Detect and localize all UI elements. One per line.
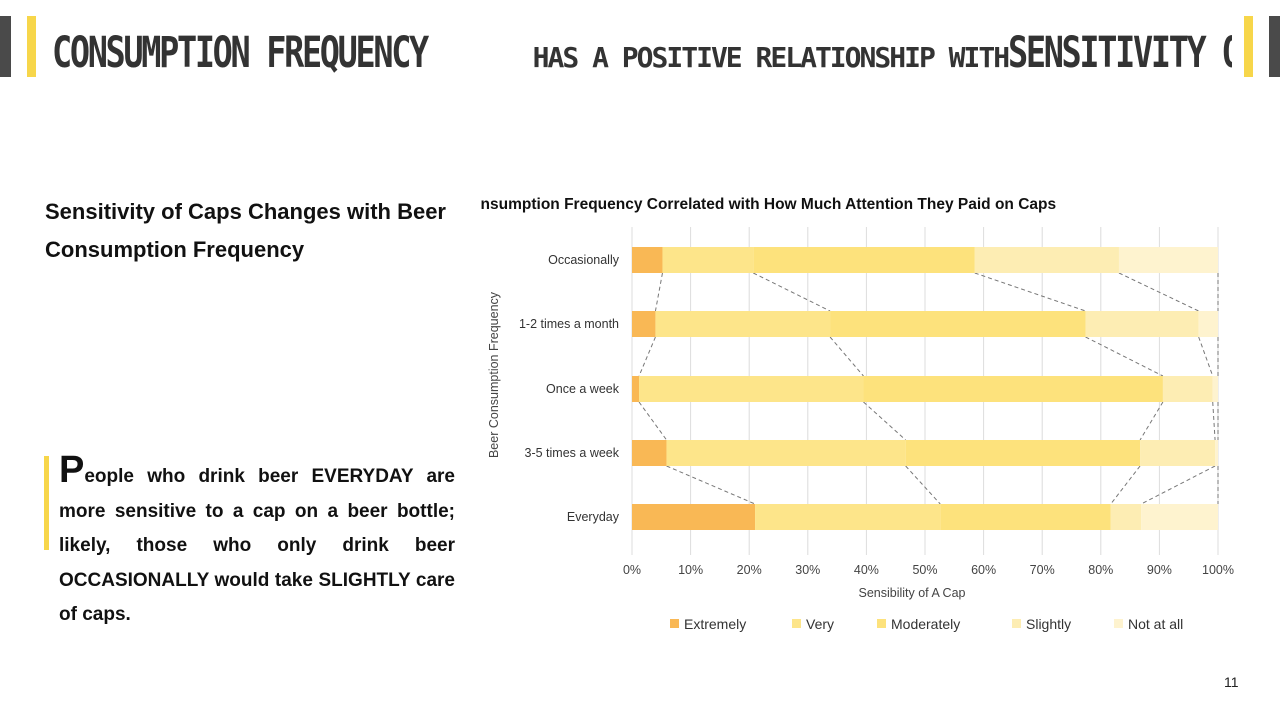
category-label: 1-2 times a month — [519, 317, 619, 331]
bar-segment — [753, 247, 975, 273]
bar-segment — [632, 311, 656, 337]
x-tick-label: 30% — [795, 563, 820, 577]
x-tick-label: 60% — [971, 563, 996, 577]
series-connector-line — [1198, 336, 1214, 377]
legend-label: Not at all — [1128, 616, 1183, 632]
x-tick-label: 10% — [678, 563, 703, 577]
x-tick-label: 0% — [623, 563, 641, 577]
x-tick-label: 90% — [1147, 563, 1172, 577]
bar-segment — [830, 311, 1086, 337]
bar-segment — [632, 504, 756, 530]
legend-label: Moderately — [891, 616, 960, 632]
bar-segment — [632, 376, 640, 402]
bar-segment — [639, 376, 864, 402]
legend-label: Extremely — [684, 616, 746, 632]
bar-segment — [1198, 311, 1218, 337]
body-paragraph: People who drink beer EVERYDAY are more … — [59, 451, 455, 633]
x-tick-label: 100% — [1202, 563, 1234, 577]
bar-segment — [632, 440, 667, 466]
category-label: Everyday — [567, 510, 620, 524]
body-text: eople who drink beer EVERYDAY are more s… — [59, 466, 455, 625]
series-connector-line — [1110, 465, 1141, 505]
series-connector-line — [1118, 272, 1199, 312]
legend-swatch — [670, 619, 679, 628]
category-label: 3-5 times a week — [525, 446, 620, 460]
bar-segment — [1118, 247, 1218, 273]
bar-segment — [666, 440, 906, 466]
title-part-1: Consumption frequency — [52, 28, 429, 78]
bar-segment — [755, 504, 941, 530]
series-connector-line — [974, 272, 1086, 312]
x-tick-label: 20% — [737, 563, 762, 577]
slide-title: Consumption frequency has a positive rela… — [52, 28, 1232, 88]
series-connector-line — [753, 272, 831, 312]
legend-swatch — [1012, 619, 1021, 628]
bar-segment — [1212, 376, 1218, 402]
series-connector-line — [905, 465, 941, 505]
x-tick-label: 80% — [1088, 563, 1113, 577]
series-connector-line — [1212, 401, 1216, 441]
bar-segment — [974, 247, 1119, 273]
bar-segment — [1110, 504, 1142, 530]
category-label: Occasionally — [548, 253, 620, 267]
bar-segment — [662, 247, 754, 273]
series-connector-line — [666, 465, 756, 505]
bar-segment — [655, 311, 831, 337]
chart-title: Consumption Frequency Correlated with Ho… — [480, 196, 1056, 213]
bar-segment — [1085, 311, 1199, 337]
series-connector-line — [1141, 465, 1216, 505]
bar-segment — [632, 247, 663, 273]
x-tick-label: 70% — [1030, 563, 1055, 577]
bar-segment — [905, 440, 1141, 466]
legend-label: Very — [806, 616, 834, 632]
stacked-bar-chart: Consumption Frequency Correlated with Ho… — [480, 196, 1234, 632]
title-part-3: Sensitivity of caps — [1008, 28, 1232, 78]
body-dropcap: P — [59, 449, 85, 491]
right-yellow-accent-bar — [1244, 16, 1253, 77]
y-axis-label: Beer Consumption Frequency — [487, 291, 501, 458]
left-yellow-accent-bar — [27, 16, 36, 77]
quote-accent-bar — [44, 456, 49, 550]
series-connector-line — [829, 336, 864, 377]
series-connector-line — [863, 401, 906, 441]
bar-segment — [863, 376, 1163, 402]
category-label: Once a week — [546, 382, 620, 396]
title-part-2: has a positive relationship with — [532, 41, 1010, 74]
right-dark-accent-bar — [1269, 16, 1280, 77]
series-connector-line — [1085, 336, 1164, 377]
x-tick-label: 50% — [912, 563, 937, 577]
bar-segment — [940, 504, 1111, 530]
series-connector-line — [654, 272, 663, 312]
x-tick-label: 40% — [854, 563, 879, 577]
x-axis-label: Sensibility of A Cap — [858, 586, 965, 600]
legend-swatch — [877, 619, 886, 628]
legend-swatch — [792, 619, 801, 628]
subtitle: Sensitivity of Caps Changes with Beer Co… — [45, 199, 446, 262]
legend-label: Slightly — [1026, 616, 1071, 632]
bar-segment — [1162, 376, 1213, 402]
bar-segment — [1215, 440, 1218, 466]
series-connector-line — [638, 336, 656, 377]
left-dark-accent-bar — [0, 16, 11, 77]
series-connector-line — [638, 401, 667, 441]
bar-segment — [1140, 440, 1216, 466]
legend-swatch — [1114, 619, 1123, 628]
bar-segment — [1141, 504, 1218, 530]
page-number: 11 — [1224, 674, 1239, 690]
series-connector-line — [1139, 401, 1164, 441]
